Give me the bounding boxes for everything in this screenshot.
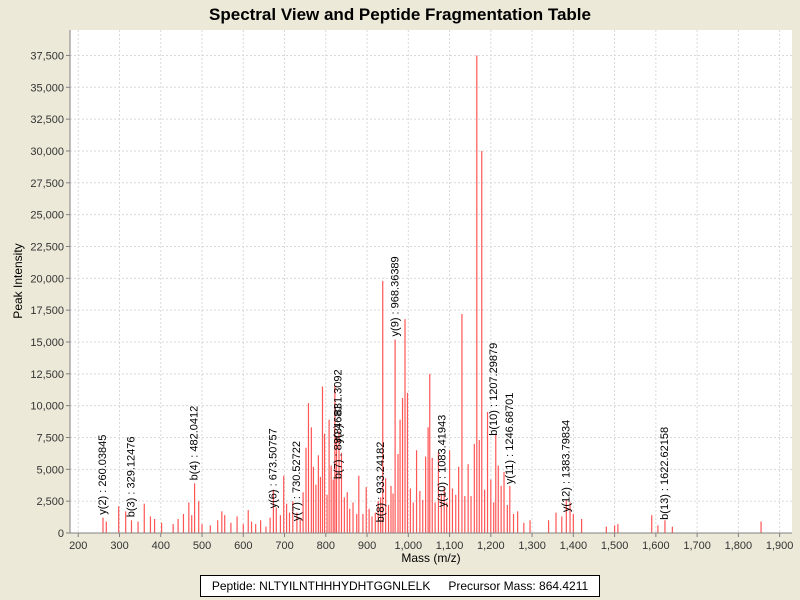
x-tick-label: 1,500 (601, 540, 629, 552)
fragment-label: y(9) : 968.36389 (389, 256, 401, 336)
y-tick-label: 20,000 (30, 273, 64, 285)
precursor-mass: Precursor Mass: 864.4211 (448, 579, 589, 593)
x-tick-label: 1,800 (725, 540, 753, 552)
y-tick-label: 17,500 (30, 305, 64, 317)
fragment-label: b(10) : 1207.29879 (488, 343, 500, 436)
peptide-info-box: Peptide: NLTYILNTHHHYDHTGGNLELK Precurso… (200, 575, 600, 597)
fragment-label: b(3) : 329.12476 (126, 437, 138, 518)
peak-bars (102, 55, 762, 533)
fragment-label: y(10) : 1083.41943 (437, 415, 449, 507)
chart-title: Spectral View and Peptide Fragmentation … (209, 5, 591, 24)
plot-area (70, 30, 792, 533)
fragment-label: y(7) : 730.52722 (291, 441, 303, 521)
x-tick-label: 1,100 (436, 540, 464, 552)
y-tick-label: 22,500 (30, 241, 64, 253)
fragment-annotations: y(2) : 260.03845 b(3) : 329.12476 b(4) : 4… (97, 256, 671, 522)
y-tick-label: 35,000 (30, 82, 64, 94)
y-tick-label: 0 (58, 528, 64, 540)
fragment-label: b(8) : 933.24182 (375, 442, 387, 523)
peptide-sequence: Peptide: NLTYILNTHHHYDHTGGNLELK (211, 579, 431, 593)
x-tick-label: 900 (358, 540, 376, 552)
y-axis-ticks: 0 2,500 5,000 7,500 10,000 12,500 15,000 17,500… (30, 50, 70, 540)
y-tick-label: 27,500 (30, 178, 64, 190)
fragment-label: b(4) : 482.0412 (189, 406, 201, 481)
x-tick-label: 200 (69, 540, 87, 552)
x-tick-label: 1,200 (477, 540, 505, 552)
x-tick-label: 1,600 (642, 540, 670, 552)
fragment-label: y(12) : 1383.79834 (561, 420, 573, 512)
y-tick-label: 5,000 (36, 464, 64, 476)
fragment-label: y(6) : 673.50757 (268, 428, 280, 508)
y-tick-label: 15,000 (30, 337, 64, 349)
x-axis-ticks: 200 300 400 500 600 700 800 900 1,000 1,100 1,200 1… (69, 533, 793, 552)
x-tick-label: 1,300 (518, 540, 546, 552)
x-tick-label: 1,900 (766, 540, 794, 552)
x-tick-label: 700 (275, 540, 293, 552)
fragment-label: b(13) : 1622.62158 (659, 427, 671, 520)
x-tick-label: 600 (234, 540, 252, 552)
y-tick-label: 30,000 (30, 146, 64, 158)
x-axis-label: Mass (m/z) (401, 551, 460, 565)
y-tick-label: 32,500 (30, 114, 64, 126)
x-tick-label: 1,700 (683, 540, 711, 552)
x-tick-label: 1,400 (560, 540, 588, 552)
fragment-label: y(11) : 1246.68701 (504, 393, 516, 485)
y-axis-label: Peak Intensity (11, 243, 25, 318)
y-tick-label: 25,000 (30, 210, 64, 222)
fragment-label: b(7) : 830.4681 (332, 404, 344, 479)
grid-lines (70, 30, 792, 533)
y-tick-label: 7,500 (36, 432, 64, 444)
fragment-label: y(2) : 260.03845 (97, 435, 109, 515)
fragment-label: y(8) : 831.3092 (333, 369, 345, 443)
y-tick-label: 2,500 (36, 496, 64, 508)
y-tick-label: 37,500 (30, 50, 64, 62)
x-tick-label: 500 (193, 540, 211, 552)
x-tick-label: 400 (152, 540, 170, 552)
x-tick-label: 1,000 (395, 540, 423, 552)
y-tick-label: 10,000 (30, 401, 64, 413)
x-tick-label: 800 (317, 540, 335, 552)
y-tick-label: 12,500 (30, 369, 64, 381)
x-tick-label: 300 (110, 540, 128, 552)
